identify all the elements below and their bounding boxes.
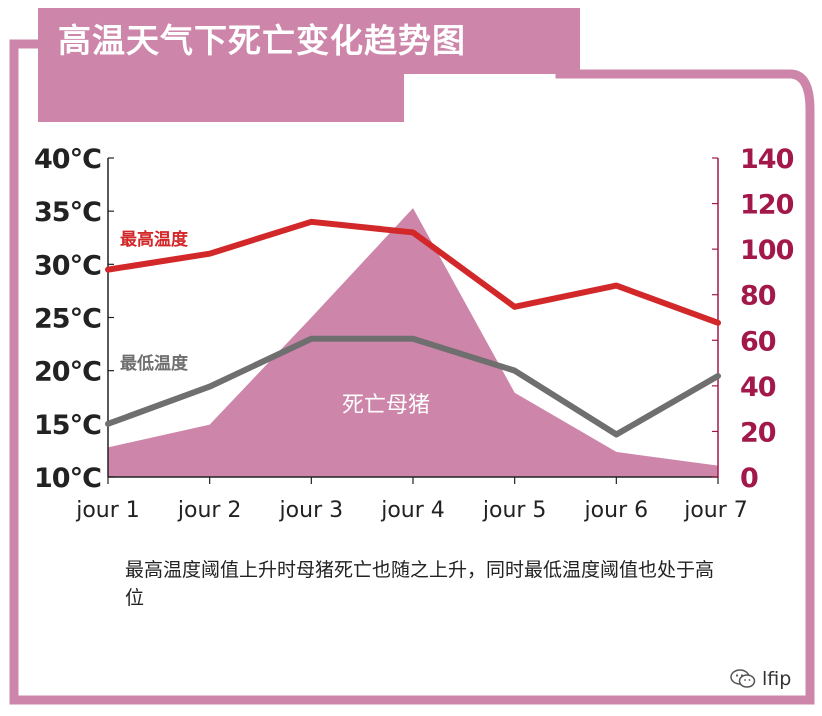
- left-axis-tick-label: 20°C: [34, 357, 101, 388]
- x-axis-tick-label: jour 1: [75, 498, 140, 523]
- series-label-max-temp: 最高温度: [120, 229, 189, 250]
- right-axis-tick-label: 0: [740, 463, 758, 494]
- right-axis-tick-label: 80: [740, 281, 776, 312]
- chart-caption: 最高温度阈值上升时母猪死亡也随之上升，同时最低温度阈值也处于高位: [125, 559, 715, 609]
- left-axis-tick-label: 15°C: [34, 410, 101, 441]
- x-axis-tick-label: jour 7: [683, 498, 748, 523]
- left-axis-tick-label: 25°C: [34, 304, 101, 335]
- x-axis-tick-label: jour 4: [380, 498, 445, 523]
- series-line-max-temp: [105, 218, 721, 326]
- series-label-deaths: 死亡母猪: [342, 393, 430, 418]
- left-axis-tick-label: 30°C: [34, 250, 101, 281]
- watermark: lfip: [730, 668, 791, 690]
- right-axis-tick-label: 120: [740, 190, 794, 221]
- right-axis-tick-label: 20: [740, 417, 776, 448]
- left-axis-tick-label: 35°C: [34, 197, 101, 228]
- title-block: [38, 8, 580, 74]
- watermark-text: lfip: [762, 668, 792, 690]
- series-line-min-temp: [105, 335, 721, 438]
- right-axis-tick-label: 140: [740, 144, 794, 175]
- series-area-deaths: [108, 208, 718, 477]
- chart-title: 高温天气下死亡变化趋势图: [58, 21, 466, 60]
- frame-border: [9, 39, 815, 705]
- left-axis-tick-label: 40°C: [34, 144, 101, 175]
- x-axis-tick-label: jour 2: [177, 498, 242, 523]
- left-axis-tick-label: 10°C: [34, 463, 101, 494]
- x-axis-tick-label: jour 6: [584, 498, 649, 523]
- wechat-icon: [730, 669, 756, 688]
- right-axis-tick-label: 60: [740, 326, 776, 357]
- x-axis-tick-label: jour 5: [482, 498, 547, 523]
- series-label-min-temp: 最低温度: [120, 353, 189, 374]
- right-axis-tick-label: 100: [740, 235, 794, 266]
- right-axis-tick-label: 40: [740, 372, 776, 403]
- frame-inner-tab: [38, 74, 404, 122]
- x-axis-tick-label: jour 3: [279, 498, 344, 523]
